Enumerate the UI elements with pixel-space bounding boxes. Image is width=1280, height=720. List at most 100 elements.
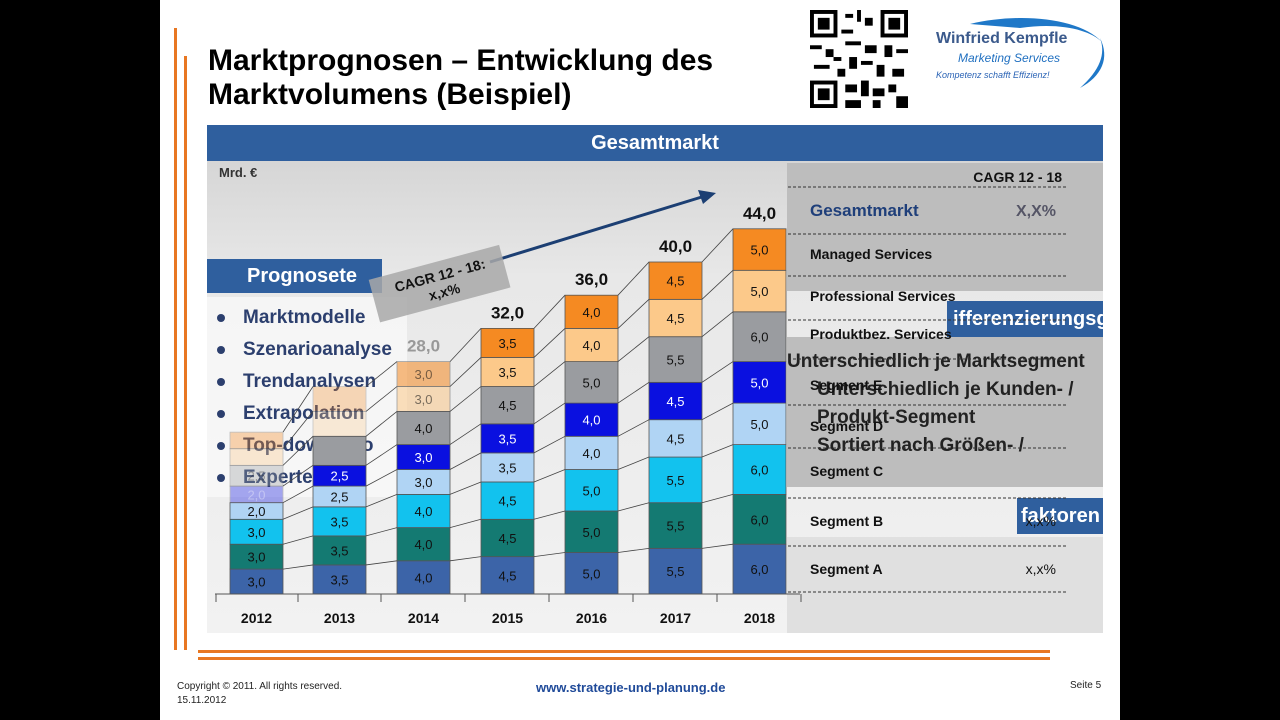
right-panel-bottom: [787, 537, 1103, 633]
date-text: 15.11.2012: [177, 695, 227, 706]
bar-segment: [648, 419, 703, 458]
bar-total-label: 44,0: [743, 204, 776, 223]
connector-line: [533, 361, 566, 387]
connector-line: [282, 506, 314, 520]
connector-line: [282, 411, 314, 450]
connector-line: [701, 543, 734, 549]
connector-line: [701, 494, 734, 504]
bar-value-label: 4,0: [414, 421, 432, 436]
accent-line-left-2: [184, 56, 187, 650]
bar-value-label: 3,0: [414, 392, 432, 407]
connector-line: [617, 547, 650, 553]
legend-row-name: Segment D: [810, 418, 883, 434]
bar-segment: [480, 518, 535, 558]
logo-name: Winfried Kempfle: [936, 30, 1068, 47]
bar-segment: [732, 543, 787, 595]
connector-line: [533, 469, 566, 483]
bar-segment: [480, 357, 535, 387]
bullet-dot-icon: [217, 313, 225, 322]
bar-value-label: 4,5: [666, 311, 684, 326]
bar-value-label: 5,0: [582, 483, 600, 498]
legend-row-name: Professional Services: [810, 288, 956, 304]
bar-value-label: 5,5: [666, 564, 684, 579]
legend-row-name: Gesamtmarkt: [810, 201, 919, 220]
diff-header: ifferenzierungsgrade: [947, 301, 1103, 337]
connector-line: [365, 386, 398, 412]
bar-segment: [396, 560, 451, 595]
bar-value-label: 5,0: [750, 417, 768, 432]
bullet-dot-icon: [217, 441, 225, 450]
connector-line: [282, 485, 314, 504]
bar-value-label: 5,0: [582, 525, 600, 540]
bar-segment: [312, 564, 367, 595]
bar-segment: [648, 456, 703, 504]
bar-segment: [480, 327, 535, 358]
bar-segment: [732, 311, 787, 362]
logo-tagline: Kompetenz schafft Effizienz!: [936, 70, 1050, 80]
bar-segment: [648, 336, 703, 383]
bar-segment: [564, 469, 619, 512]
accent-line-left-1: [174, 28, 177, 650]
bullet-list: Marktmodelle Szenarioanalyse Trendanalys…: [207, 297, 407, 497]
legend-row-name: Managed Services: [810, 246, 932, 262]
bar-segment: [229, 448, 284, 466]
bar-segment: [732, 361, 787, 404]
connector-line: [617, 456, 650, 470]
footer-website[interactable]: www.strategie-und-planung.de: [536, 680, 726, 695]
bar-segment: [564, 402, 619, 437]
bar-segment: [312, 535, 367, 566]
bar-total-label: 36,0: [575, 270, 608, 289]
bar-value-label: 4,5: [498, 531, 516, 546]
connector-line: [533, 402, 566, 425]
bar-value-label: 5,0: [750, 243, 768, 258]
connector-line: [365, 361, 398, 387]
connector-line: [533, 435, 566, 454]
bullet-dot-icon: [217, 473, 225, 482]
bar-segment: [229, 464, 284, 487]
connector-line: [617, 382, 650, 404]
bar-segment: [229, 431, 284, 450]
bar-value-label: 4,0: [582, 446, 600, 461]
legend-row-name: Produktbez. Services: [810, 326, 952, 342]
connector-line: [617, 336, 650, 362]
bar-segment: [312, 386, 367, 412]
x-tick-label: 2017: [660, 610, 691, 626]
bar-value-label: 3,5: [498, 460, 516, 475]
bar-value-label: 3,0: [247, 550, 265, 565]
bar-value-label: 5,5: [666, 353, 684, 368]
legend-row-cagr: x,x%: [1026, 561, 1056, 577]
bar-value-label: 3,0: [414, 475, 432, 490]
bar-value-label: 2,5: [330, 469, 348, 484]
connector-line: [365, 560, 398, 566]
bar-value-label: 5,0: [582, 375, 600, 390]
connector-line: [449, 423, 482, 445]
bar-segment: [396, 527, 451, 562]
connector-line: [282, 465, 314, 487]
connector-line: [701, 402, 734, 421]
bar-segment: [480, 423, 535, 454]
connector-line: [533, 510, 566, 520]
connector-line: [365, 444, 398, 466]
gesamtmarkt-header: Gesamtmarkt: [207, 125, 1103, 161]
legend-row-name: Segment A: [810, 561, 883, 577]
bar-value-label: 4,5: [666, 431, 684, 446]
bar-segment: [312, 410, 367, 437]
bar-segment: [648, 298, 703, 338]
legend-row-name: Segment E: [810, 377, 882, 393]
bullet-dot-icon: [217, 377, 225, 386]
cagr-label-box: CAGR 12 - 18:x,x%: [368, 244, 511, 323]
diff-line-4: Sortiert nach Größen- /: [817, 435, 1024, 456]
page-title: Marktprognosen – Entwicklung des Marktvo…: [208, 44, 788, 112]
bar-segment: [732, 444, 787, 495]
accent-line-bottom-1: [198, 650, 1050, 653]
x-tick-label: 2016: [576, 610, 607, 626]
title-line-1: Marktprognosen – Entwicklung des: [208, 44, 714, 77]
connector-line: [533, 328, 566, 358]
connector-line: [617, 419, 650, 437]
qr-code-icon: [810, 10, 908, 108]
connector-line: [449, 481, 482, 495]
bar-value-label: 4,0: [582, 305, 600, 320]
diff-line-1: Unterschiedlich je Marktsegment: [787, 351, 1085, 372]
x-tick-label: 2012: [241, 610, 272, 626]
bar-value-label: 4,0: [414, 537, 432, 552]
